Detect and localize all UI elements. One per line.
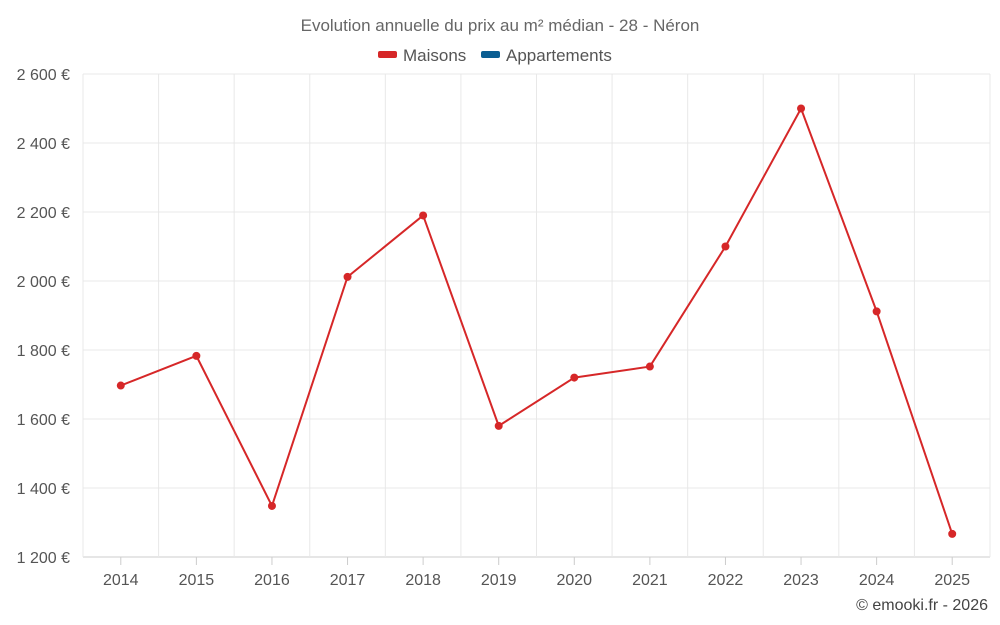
legend-label-appartements: Appartements — [506, 46, 612, 65]
grid — [82, 73, 991, 558]
legend-swatch-maisons — [378, 51, 397, 58]
x-tick-label: 2018 — [405, 572, 441, 589]
legend-label-maisons: Maisons — [403, 46, 466, 65]
y-tick-label: 2 000 € — [17, 274, 70, 291]
y-tick-label: 1 200 € — [17, 550, 70, 567]
series-line-maisons — [120, 107, 954, 535]
x-tick-label: 2016 — [254, 572, 290, 589]
data-point[interactable] — [872, 307, 881, 316]
y-tick-label: 2 400 € — [17, 136, 70, 153]
x-tick-label: 2014 — [103, 572, 139, 589]
data-point[interactable] — [797, 104, 806, 113]
data-point[interactable] — [570, 373, 579, 382]
x-tick-label: 2015 — [179, 572, 215, 589]
data-point[interactable] — [419, 211, 428, 220]
x-tick-label: 2025 — [934, 572, 970, 589]
y-tick-label: 1 800 € — [17, 343, 70, 360]
x-tick-label: 2020 — [556, 572, 592, 589]
x-tick-label: 2019 — [481, 572, 517, 589]
x-tick-label: 2023 — [783, 572, 819, 589]
x-tick-label: 2022 — [708, 572, 744, 589]
data-point[interactable] — [192, 351, 201, 360]
data-point[interactable] — [267, 501, 276, 510]
legend[interactable]: Maisons Appartements — [378, 46, 612, 65]
legend-swatch-appartements — [481, 51, 500, 58]
y-tick-label: 1 400 € — [17, 481, 70, 498]
credit-text: © emooki.fr - 2026 — [856, 597, 988, 614]
y-tick-label: 1 600 € — [17, 412, 70, 429]
legend-item-appartements[interactable]: Appartements — [481, 46, 612, 65]
data-point[interactable] — [494, 421, 503, 430]
data-point[interactable] — [343, 272, 352, 281]
y-axis-ticks: 1 200 € 1 400 € 1 600 € 1 800 € 2 000 € 2 200… — [17, 67, 70, 567]
data-point[interactable] — [721, 242, 730, 251]
legend-item-maisons[interactable]: Maisons — [378, 46, 466, 65]
x-tick-label: 2024 — [859, 572, 895, 589]
series-maisons — [116, 104, 957, 538]
x-tick-label: 2021 — [632, 572, 668, 589]
y-tick-label: 2 600 € — [17, 67, 70, 84]
data-point[interactable] — [948, 529, 957, 538]
chart-title: Evolution annuelle du prix au m² médian … — [301, 16, 700, 35]
data-point[interactable] — [645, 362, 654, 371]
x-tick-label: 2017 — [330, 572, 366, 589]
data-point[interactable] — [116, 381, 125, 390]
x-axis-ticks: 2014 2015 2016 2017 2018 2019 2020 2021 2022 2023… — [103, 557, 970, 589]
y-tick-label: 2 200 € — [17, 205, 70, 222]
